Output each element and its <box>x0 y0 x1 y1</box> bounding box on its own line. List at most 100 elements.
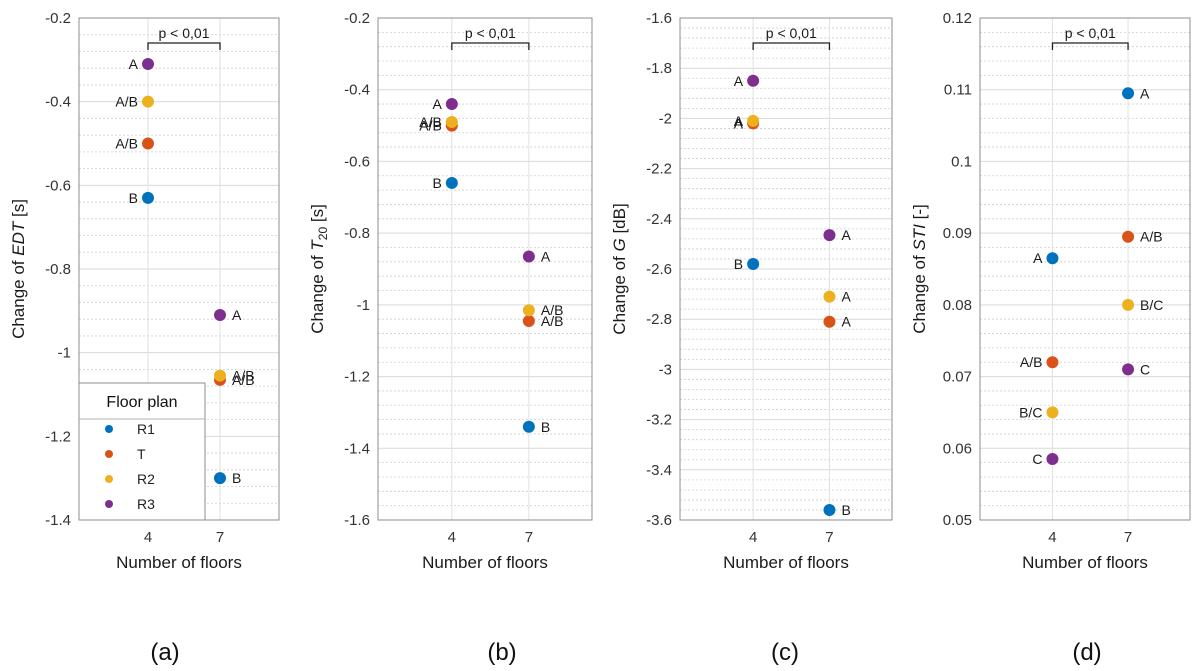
data-point-R3-4 <box>1046 453 1059 466</box>
y-tick-label: -0.2 <box>344 10 370 27</box>
plot-area <box>378 18 592 520</box>
y-tick-label: 0.1 <box>951 153 972 170</box>
data-point-R2-7 <box>1122 298 1135 311</box>
significance-label: p < 0,01 <box>1065 25 1116 41</box>
significance-label: p < 0,01 <box>766 25 817 41</box>
data-label: A/B <box>115 136 138 152</box>
y-axis-label: Change of T20 [s] <box>308 204 330 334</box>
y-tick-label: 0.07 <box>943 369 972 386</box>
x-tick-label: 7 <box>1124 529 1132 546</box>
data-label: A <box>432 96 442 112</box>
y-tick-label: -0.6 <box>45 177 71 194</box>
axes-box <box>679 17 893 521</box>
data-point-R1-7 <box>214 472 226 485</box>
y-axis-label-prefix: Change of <box>9 256 28 339</box>
data-point-R3-7 <box>522 250 535 263</box>
legend-marker-T <box>105 450 113 458</box>
x-axis-label: Number of floors <box>116 553 242 572</box>
data-point-R1-7 <box>1122 87 1135 100</box>
y-axis-label-unit: [s] <box>9 199 28 222</box>
data-label: A <box>232 307 242 323</box>
y-tick-label: -2 <box>659 110 672 127</box>
y-tick-label: 0.08 <box>943 297 972 314</box>
x-axis-label: Number of floors <box>422 553 548 572</box>
axes-box <box>377 17 593 521</box>
data-label: A <box>1140 85 1150 101</box>
data-point-R1-7 <box>823 503 836 516</box>
y-tick-label: -3.4 <box>646 462 672 479</box>
y-tick-label: -2.2 <box>646 161 672 178</box>
y-axis-label-subscript: 20 <box>316 227 330 241</box>
data-point-R3-7 <box>1122 363 1135 376</box>
y-axis-label: Change of STI [-] <box>910 204 929 333</box>
x-tick-label: 4 <box>144 529 152 546</box>
data-point-R1-4 <box>445 176 458 189</box>
data-label: A <box>841 289 851 305</box>
data-label: A/B <box>541 302 564 318</box>
data-label: B <box>734 256 743 272</box>
data-label: B <box>541 419 550 435</box>
panel-label: (b) <box>487 639 516 666</box>
x-tick-label: 7 <box>525 529 533 546</box>
y-axis-label: Change of EDT [s] <box>9 199 28 339</box>
y-tick-label: 0.11 <box>944 82 972 99</box>
y-tick-label: -0.8 <box>45 261 71 278</box>
y-tick-label: -0.2 <box>45 10 71 27</box>
x-tick-label: 4 <box>448 529 456 546</box>
chart-panel-d: 0.12 0.11 0.1 0.09 0.08 0.07 0.06 0.05 4 7 Number … <box>910 10 1191 666</box>
plot-area <box>980 18 1190 520</box>
panel-label: (c) <box>771 639 799 666</box>
data-point-R2-4 <box>142 95 154 108</box>
data-label: A/B <box>1140 229 1163 245</box>
y-tick-label: -0.8 <box>344 225 370 242</box>
y-axis-label-variable: G <box>610 238 629 251</box>
significance-label: p < 0,01 <box>159 25 210 41</box>
y-tick-label: -1.6 <box>646 10 672 27</box>
y-tick-label: -2.6 <box>646 261 672 278</box>
y-tick-label: 0.05 <box>943 512 972 529</box>
significance-bracket <box>1051 42 1129 50</box>
y-tick-label: -1.8 <box>646 60 672 77</box>
legend-item-label: R2 <box>137 471 155 487</box>
legend-item-label: R1 <box>137 421 155 437</box>
legend-item-label: T <box>137 446 146 462</box>
data-point-T-4 <box>1046 356 1059 369</box>
y-tick-label: -1.6 <box>344 512 370 529</box>
data-point-R2-4 <box>445 115 458 128</box>
data-point-R2-7 <box>214 369 226 382</box>
y-tick-label: -1 <box>357 297 370 314</box>
x-axis-label: Number of floors <box>1022 553 1148 572</box>
data-point-R3-7 <box>214 309 226 322</box>
chart-panel-c: -1.6 -1.8 -2 -2.2 -2.4 -2.6 -2.8 -3 -3.2 -3.4 -3.6… <box>610 10 893 666</box>
y-axis-label-unit: [s] <box>308 204 327 227</box>
data-point-T-4 <box>142 137 154 150</box>
data-label: A/B <box>419 118 442 134</box>
data-label: A <box>734 113 744 129</box>
legend-title: Floor plan <box>106 394 177 411</box>
x-axis-label: Number of floors <box>723 553 849 572</box>
data-point-R1-7 <box>522 420 535 433</box>
data-point-T-7 <box>1122 230 1135 243</box>
data-label: A <box>734 115 744 131</box>
legend-item-label: R3 <box>137 496 155 512</box>
data-point-R3-4 <box>142 58 154 71</box>
data-label: A/B <box>1020 354 1043 370</box>
data-label: A/B <box>541 313 564 329</box>
chart-panel-b: -0.2 -0.4 -0.6 -0.8 -1 -1.2 -1.4 -1.6 4 7 Number o… <box>308 10 593 666</box>
y-tick-label: -0.4 <box>344 82 370 99</box>
data-label: A/B <box>115 94 138 110</box>
data-point-R1-4 <box>142 191 154 204</box>
data-point-R3-4 <box>747 74 760 87</box>
data-label: A <box>841 314 851 330</box>
legend-marker-R2 <box>105 475 113 483</box>
y-tick-label: -0.6 <box>344 153 370 170</box>
data-label: B <box>432 175 441 191</box>
y-tick-label: -3.2 <box>646 412 672 429</box>
x-tick-label: 4 <box>749 529 757 546</box>
y-axis-label-unit: [dB] <box>610 203 629 238</box>
y-tick-label: -2.8 <box>646 311 672 328</box>
data-label: B <box>129 190 138 206</box>
panel-label: (d) <box>1072 639 1101 666</box>
y-axis-label: Change of G [dB] <box>610 203 629 334</box>
